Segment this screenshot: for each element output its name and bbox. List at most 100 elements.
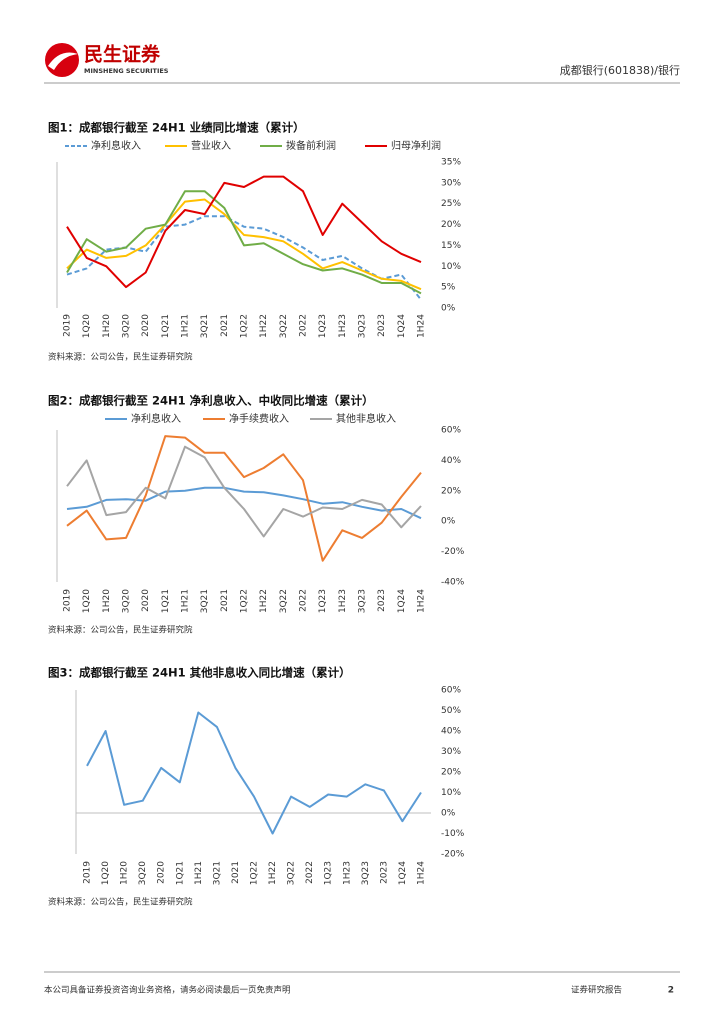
x-tick-label: 1Q21 — [161, 589, 171, 613]
x-tick-label: 1Q20 — [82, 589, 92, 614]
y-tick-label: 0% — [441, 809, 456, 819]
y-tick-label: 20% — [441, 486, 461, 496]
x-tick-label: 3Q23 — [358, 314, 368, 338]
x-tick-label: 3Q22 — [279, 314, 289, 338]
y-tick-label: 10% — [441, 788, 461, 798]
logo: 民生证券 MINSHENG SECURITIES — [45, 43, 169, 77]
page-number: 2 — [668, 986, 674, 996]
x-tick-label: 3Q20 — [122, 589, 132, 614]
y-tick-label: 40% — [441, 727, 461, 737]
y-tick-label: 0% — [441, 304, 456, 314]
logo-swoosh — [48, 52, 78, 70]
series-line — [66, 445, 422, 538]
x-tick-label: 3Q21 — [200, 589, 210, 613]
x-tick-label: 1H24 — [417, 861, 427, 885]
y-tick-label: 10% — [441, 262, 461, 272]
x-tick-label: 1Q20 — [82, 314, 92, 339]
footer-report-type: 证券研究报告 — [571, 985, 622, 996]
x-tick-label: 1H24 — [417, 314, 427, 338]
x-tick-label: 2022 — [299, 589, 309, 612]
x-tick-label: 2020 — [141, 314, 151, 337]
x-tick-label: 1H23 — [338, 589, 348, 613]
x-tick-label: 2023 — [379, 861, 389, 884]
y-tick-label: -20% — [441, 547, 465, 557]
x-tick-label: 1H23 — [342, 861, 352, 885]
source-note: 资料来源：公司公告，民生证券研究院 — [48, 352, 193, 363]
x-tick-label: 1Q22 — [240, 589, 250, 613]
legend-label: 净手续费收入 — [229, 412, 289, 425]
x-tick-label: 1H20 — [102, 589, 112, 613]
x-tick-label: 1Q22 — [240, 314, 250, 338]
x-tick-label: 3Q20 — [122, 314, 132, 339]
x-tick-label: 1Q21 — [161, 314, 171, 338]
footer-disclaimer: 本公司具备证券投资咨询业务资格，请务必阅读最后一页免责声明 — [44, 985, 291, 996]
series-line — [66, 175, 422, 289]
x-tick-label: 1Q21 — [175, 861, 185, 885]
source-note: 资料来源：公司公告，民生证券研究院 — [48, 625, 193, 636]
x-tick-label: 2019 — [63, 589, 73, 612]
chart-title: 图3：成都银行截至 24H1 其他非息收入同比增速（累计） — [48, 666, 351, 680]
y-tick-label: 50% — [441, 706, 461, 716]
y-tick-label: 20% — [441, 768, 461, 778]
x-tick-label: 1H21 — [181, 314, 191, 338]
y-tick-label: -40% — [441, 578, 465, 588]
legend-label: 营业收入 — [191, 139, 231, 152]
x-tick-label: 2022 — [299, 314, 309, 337]
x-tick-label: 1Q23 — [324, 861, 334, 885]
x-tick-label: 3Q23 — [361, 861, 371, 885]
y-tick-label: 15% — [441, 241, 461, 251]
report-subject: 成都银行(601838)/银行 — [560, 63, 680, 77]
x-tick-label: 1Q20 — [101, 861, 111, 886]
legend-label: 归母净利润 — [391, 139, 441, 152]
series-line — [66, 435, 422, 562]
x-tick-label: 1Q24 — [398, 861, 408, 886]
legend-label: 拨备前利润 — [286, 139, 336, 152]
y-tick-label: 20% — [441, 220, 461, 230]
y-tick-label: 25% — [441, 199, 461, 209]
series-line — [66, 486, 422, 520]
x-tick-label: 1H23 — [338, 314, 348, 338]
x-tick-label: 3Q21 — [200, 314, 210, 338]
x-tick-label: 1H21 — [194, 861, 204, 885]
series-line — [66, 198, 422, 291]
x-tick-label: 1H24 — [417, 589, 427, 613]
logo-subtext: MINSHENG SECURITIES — [84, 67, 169, 75]
x-tick-label: 2023 — [377, 314, 387, 337]
x-tick-label: 2023 — [377, 589, 387, 612]
y-tick-label: 0% — [441, 517, 456, 527]
x-tick-label: 1Q24 — [397, 314, 407, 339]
x-tick-label: 2019 — [83, 861, 93, 884]
x-tick-label: 1Q24 — [397, 589, 407, 614]
x-tick-label: 2021 — [220, 589, 230, 612]
legend-label: 其他非息收入 — [336, 412, 396, 425]
y-tick-label: 5% — [441, 283, 456, 293]
x-tick-label: 1Q22 — [250, 861, 260, 885]
x-tick-label: 1H22 — [259, 314, 269, 338]
x-tick-label: 3Q23 — [358, 589, 368, 613]
x-tick-label: 3Q21 — [212, 861, 222, 885]
x-tick-label: 2021 — [220, 314, 230, 337]
source-note: 资料来源：公司公告，民生证券研究院 — [48, 897, 193, 908]
x-tick-label: 1H22 — [268, 861, 278, 885]
series-line — [86, 711, 422, 835]
x-tick-label: 2021 — [231, 861, 241, 884]
chart-title: 图1：成都银行截至 24H1 业绩同比增速（累计） — [48, 121, 305, 135]
logo-text: 民生证券 — [84, 43, 161, 66]
series-line — [66, 190, 422, 295]
x-tick-label: 2019 — [63, 314, 73, 337]
x-tick-label: 1Q23 — [318, 314, 328, 338]
legend-label: 净利息收入 — [131, 412, 181, 425]
x-tick-label: 1H20 — [102, 314, 112, 338]
legend-label: 净利息收入 — [91, 139, 141, 152]
x-tick-label: 2022 — [305, 861, 315, 884]
chart-title: 图2：成都银行截至 24H1 净利息收入、中收同比增速（累计） — [48, 394, 374, 408]
x-tick-label: 2020 — [157, 861, 167, 884]
x-tick-label: 3Q22 — [287, 861, 297, 885]
y-tick-label: 40% — [441, 456, 461, 466]
y-tick-label: 30% — [441, 747, 461, 757]
x-tick-label: 1Q23 — [318, 589, 328, 613]
x-tick-label: 1H20 — [120, 861, 130, 885]
y-tick-label: 60% — [441, 426, 461, 436]
x-tick-label: 1H22 — [259, 589, 269, 613]
